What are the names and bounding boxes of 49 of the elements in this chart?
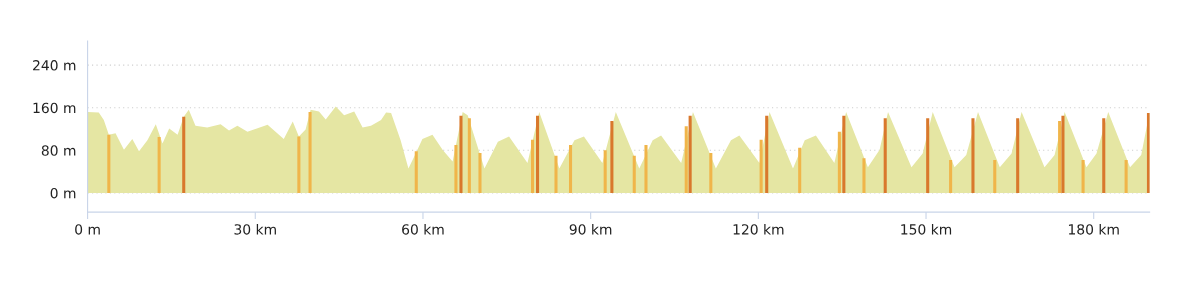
y-tick-label: 160 m bbox=[33, 102, 76, 114]
bar bbox=[709, 152, 713, 193]
y-tick-label: 80 m bbox=[41, 145, 76, 156]
bar bbox=[568, 144, 573, 193]
x-tick-label: 120 km bbox=[733, 223, 784, 235]
x-tick-label: 60 km bbox=[402, 223, 444, 235]
x-tick-label: 30 km bbox=[234, 223, 276, 235]
bar bbox=[467, 118, 471, 193]
bar bbox=[993, 159, 997, 193]
bar bbox=[610, 121, 614, 193]
bar bbox=[765, 115, 769, 193]
bar bbox=[644, 144, 648, 193]
bar bbox=[459, 115, 463, 193]
bar bbox=[308, 111, 312, 193]
bar bbox=[454, 144, 458, 193]
bar bbox=[862, 158, 866, 193]
bar bbox=[107, 134, 111, 193]
bar bbox=[603, 150, 607, 193]
bar bbox=[157, 136, 161, 193]
bar bbox=[971, 118, 975, 193]
x-tick-label: 0 m bbox=[75, 224, 100, 235]
bar bbox=[297, 136, 301, 193]
bar bbox=[536, 115, 540, 193]
bar bbox=[842, 115, 846, 193]
bar bbox=[837, 131, 841, 193]
x-tick-label: 90 km bbox=[569, 223, 612, 235]
bar bbox=[530, 139, 535, 193]
bar bbox=[759, 139, 763, 193]
bar bbox=[688, 115, 692, 193]
bar bbox=[1102, 118, 1106, 193]
bar bbox=[798, 147, 802, 193]
bar bbox=[182, 116, 186, 193]
bar bbox=[1016, 118, 1020, 193]
y-tick-label: 0 m bbox=[50, 187, 76, 199]
bar bbox=[1081, 159, 1085, 193]
bar bbox=[414, 151, 418, 193]
bar bbox=[1061, 115, 1065, 193]
bar bbox=[926, 118, 930, 193]
bar bbox=[684, 126, 688, 193]
bar bbox=[554, 155, 558, 193]
bar bbox=[478, 152, 482, 193]
bar bbox=[632, 155, 636, 193]
bar bbox=[883, 118, 887, 193]
x-tick-label: 150 km bbox=[901, 223, 952, 235]
bar bbox=[1124, 159, 1128, 193]
y-tick-label: 240 m bbox=[33, 60, 76, 71]
x-tick-label: 180 km bbox=[1068, 223, 1119, 235]
bar bbox=[1058, 121, 1062, 193]
bar bbox=[949, 159, 953, 193]
